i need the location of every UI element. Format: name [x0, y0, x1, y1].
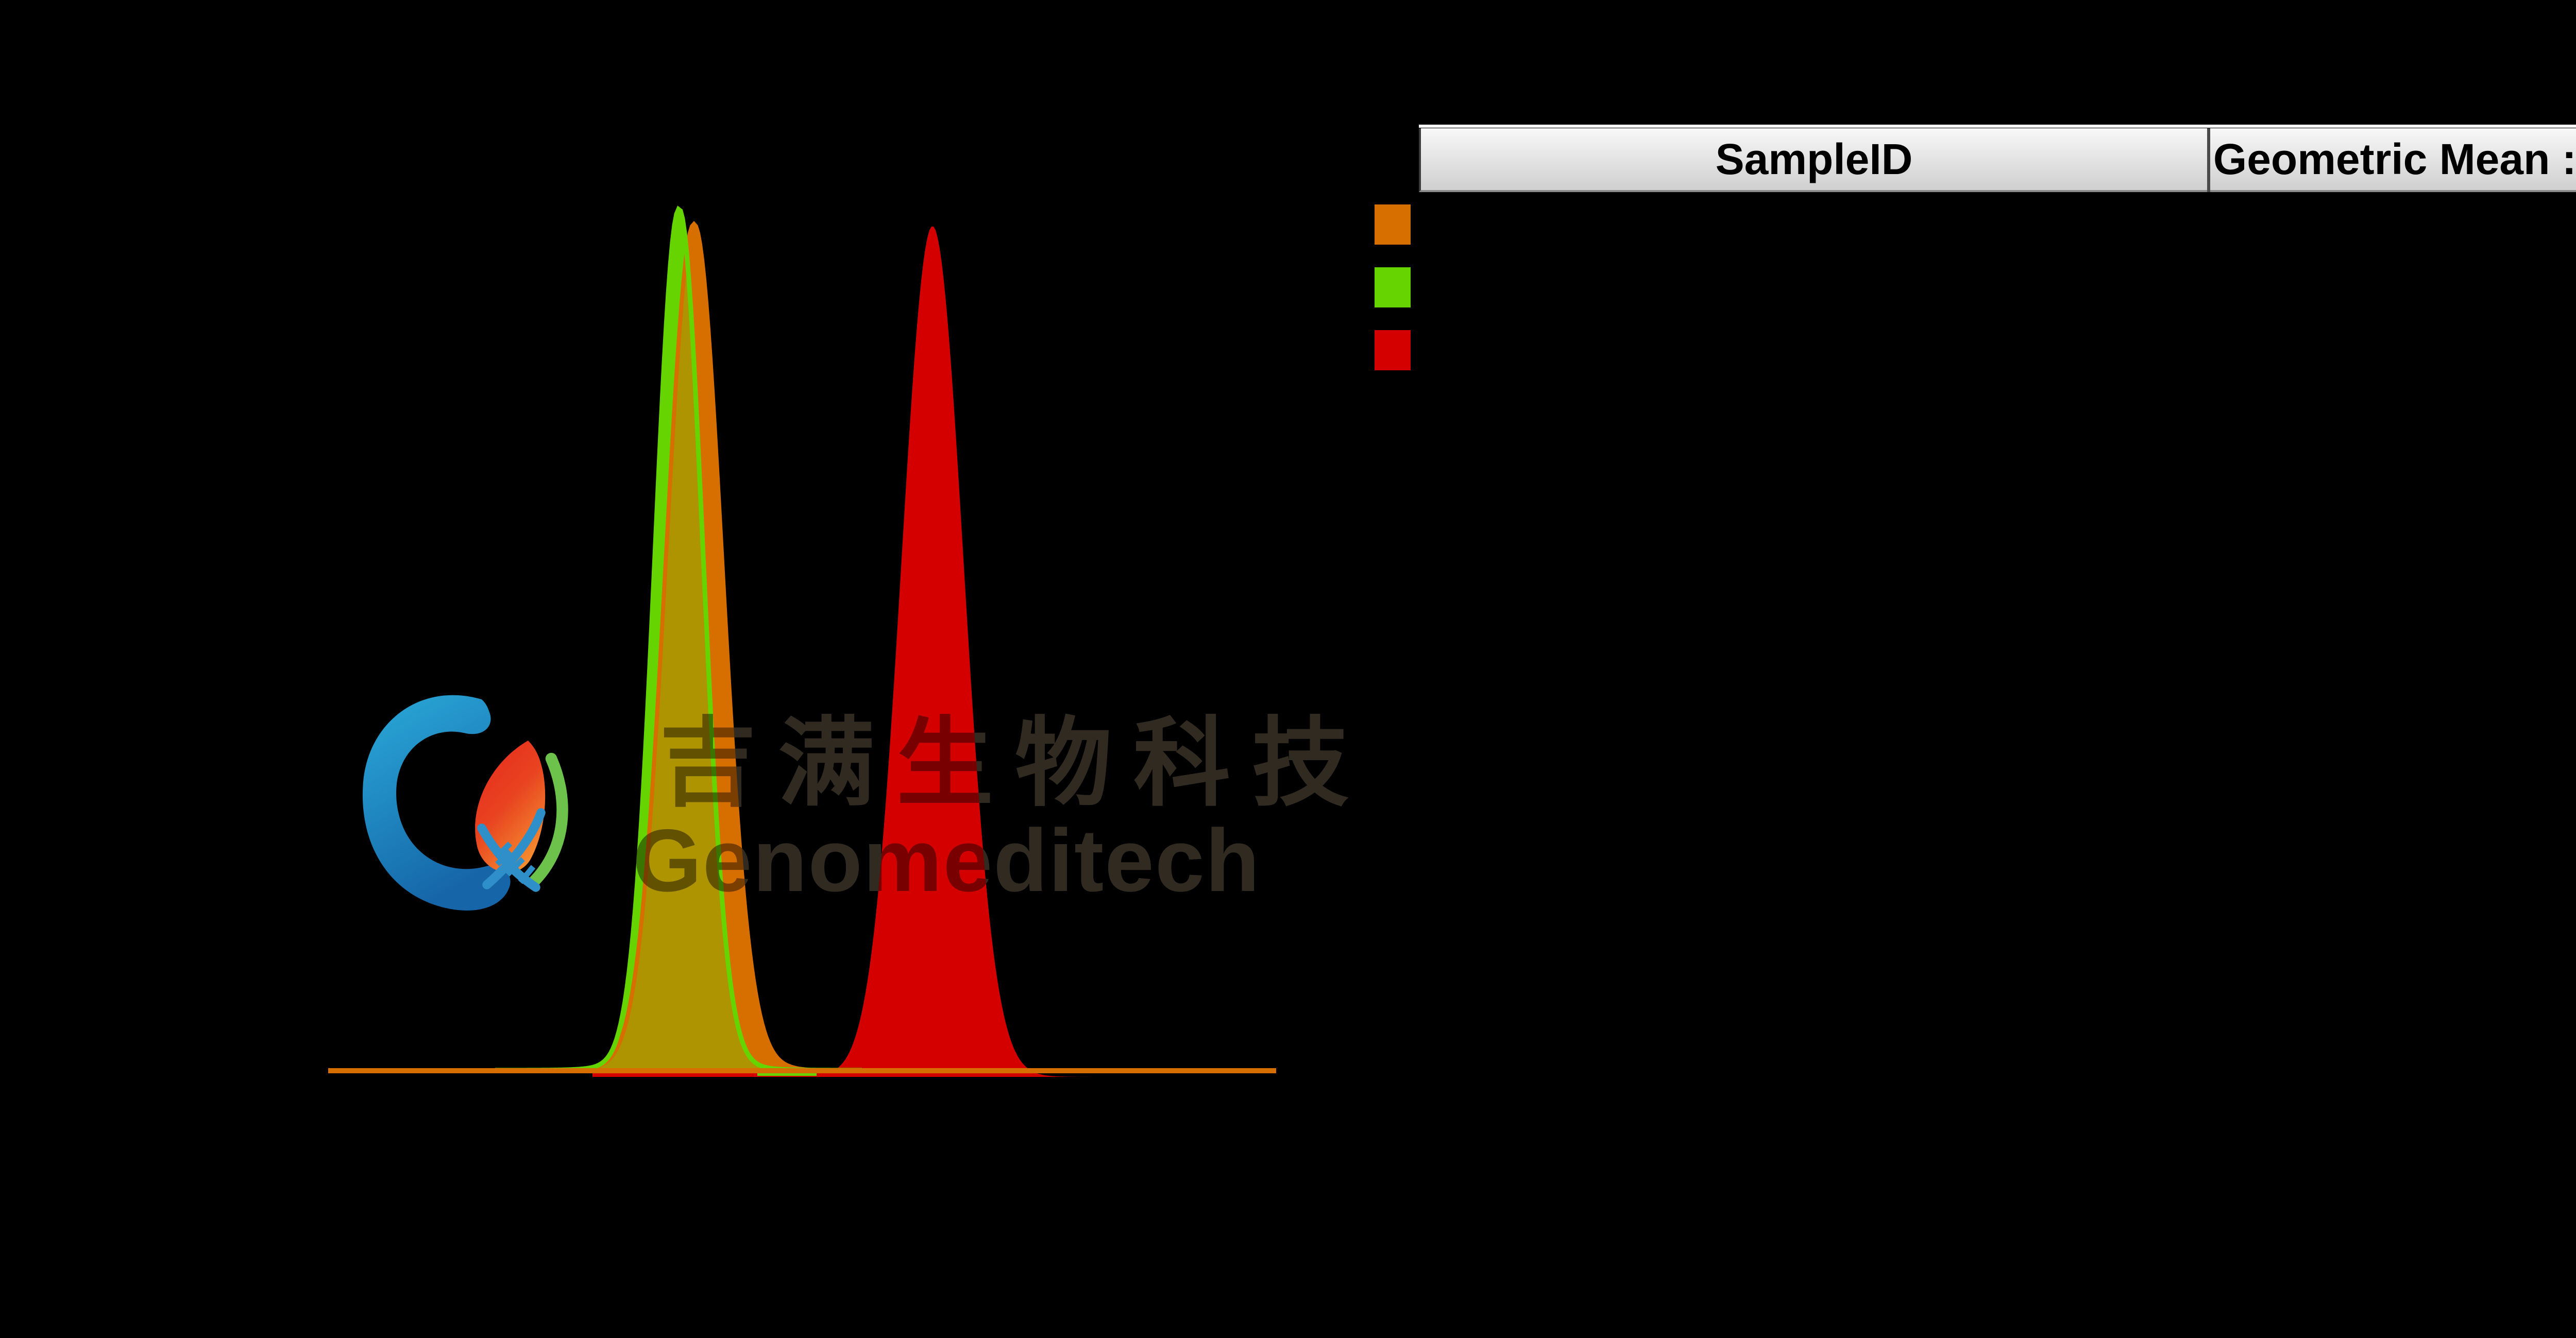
genomeditech-logo — [362, 695, 568, 911]
red-histogram-fill — [738, 226, 1127, 1077]
table-top-border — [1419, 125, 2576, 128]
stats-table: SampleID Geometric Mean : FL11-H — [1419, 125, 2576, 192]
logo-dna-strand-2 — [477, 824, 540, 892]
green-orange-overlap-fill — [579, 255, 779, 1071]
logo-dna-strand-1 — [482, 808, 546, 889]
x-axis-line — [328, 1068, 1276, 1073]
logo-dna-rungs — [495, 842, 536, 884]
baseline-strip-1 — [757, 1072, 817, 1076]
table-header-row: SampleID Geometric Mean : FL11-H — [1419, 128, 2576, 192]
watermark-chinese-text-overlay: 吉满生物科技 — [659, 709, 1370, 817]
column-header-geometric-mean: Geometric Mean : FL11-H — [2210, 128, 2576, 192]
watermark-chinese-text: 吉满生物科技 — [659, 709, 1370, 817]
legend-swatch-red — [1375, 330, 1411, 370]
logo-leaf-arc — [527, 752, 568, 888]
watermark-english-text-overlay: Genomeditech — [633, 811, 1261, 910]
column-divider — [2207, 128, 2210, 192]
baseline-strip-0 — [592, 1073, 837, 1077]
legend-swatch-orange — [1375, 204, 1411, 245]
column-header-sampleid: SampleID — [1419, 128, 2207, 192]
legend-swatch-green — [1375, 267, 1411, 307]
logo-blue-swoosh — [362, 695, 511, 911]
